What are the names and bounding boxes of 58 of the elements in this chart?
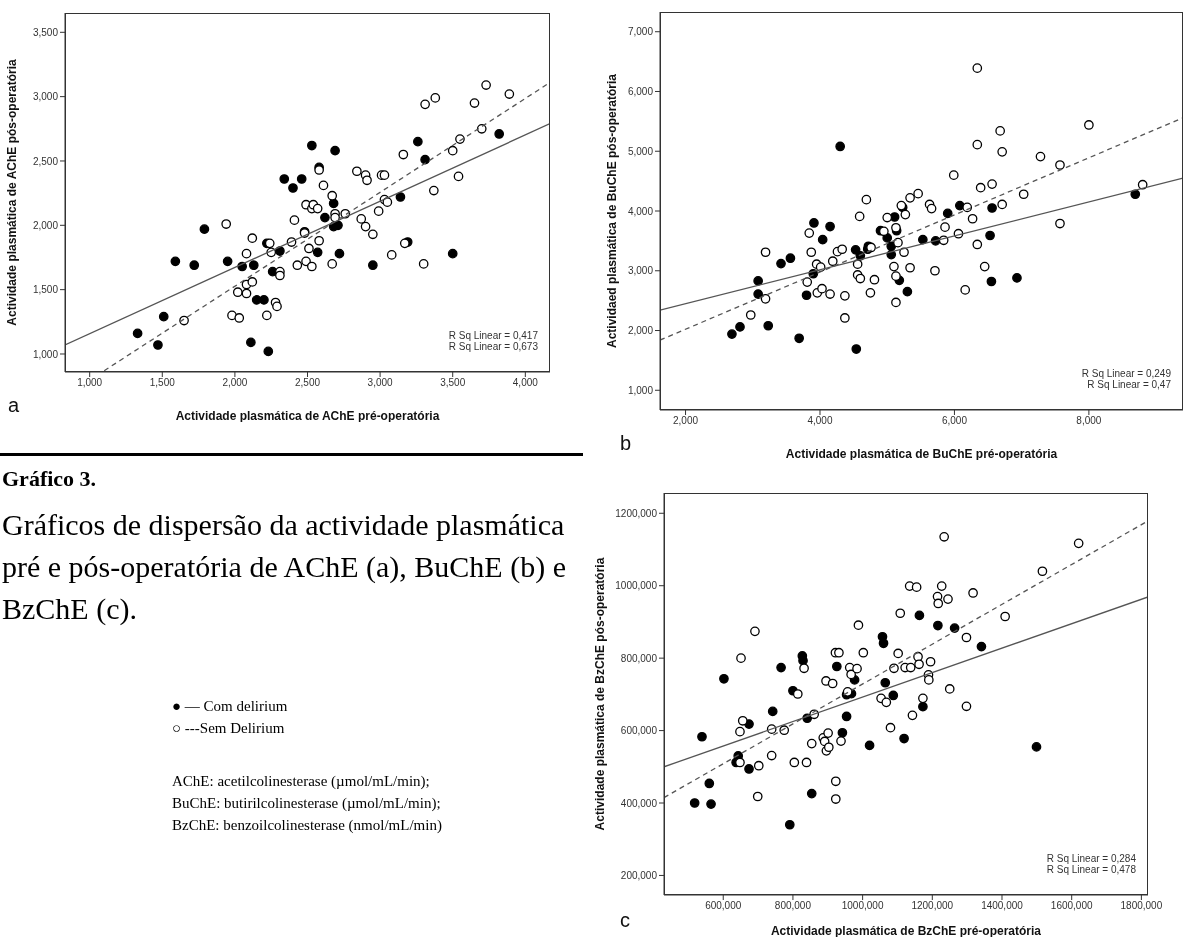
x-tick-label: 1000,000 xyxy=(841,900,884,912)
x-tick-label: 1,000 xyxy=(77,377,103,389)
annotation: R Sq Linear = 0,417 xyxy=(448,330,538,341)
y-tick-label: 2,000 xyxy=(627,325,654,337)
text: c xyxy=(620,909,630,932)
y-tick-label: 200,000 xyxy=(620,869,658,881)
y-tick-label: 400,000 xyxy=(620,797,658,809)
text: AChE: acetilcolinesterase (µmol/mL/min); xyxy=(172,773,430,790)
x-tick-label: 3,000 xyxy=(367,377,394,389)
x-tick-label: 6,000 xyxy=(941,415,968,427)
y-tick-label: 3,000 xyxy=(627,265,654,277)
y-tick-label: 6,000 xyxy=(627,86,654,98)
y-tick-label: 1,500 xyxy=(32,284,59,296)
text: a xyxy=(8,394,20,417)
text: ○ ---Sem Delirium xyxy=(172,720,285,737)
y-tick-label: 7,000 xyxy=(627,26,654,38)
x-tick-label: 2,000 xyxy=(673,415,699,427)
y-axis-title: Actividade plasmática de AChE pós-operatória xyxy=(5,59,20,326)
x-tick-label: 8,000 xyxy=(1076,415,1102,427)
x-axis-title: Actividade plasmática de AChE pré-operatória xyxy=(175,409,440,423)
annotation: R Sq Linear = 0,673 xyxy=(448,341,538,352)
x-tick-label: 4,000 xyxy=(807,415,833,427)
text: Gráfico 3. xyxy=(2,466,97,492)
y-tick-label: 2,500 xyxy=(32,155,59,167)
y-tick-label: 5,000 xyxy=(627,145,654,157)
x-tick-label: 2,500 xyxy=(294,377,321,389)
y-tick-label: 2,000 xyxy=(32,219,59,231)
y-tick-label: 3,000 xyxy=(32,91,59,103)
annotation: R Sq Linear = 0,47 xyxy=(1086,379,1171,390)
y-axis-title: Actividaed plasmática de BuChE pós-operatória xyxy=(605,73,620,349)
x-tick-label: 600,000 xyxy=(705,900,742,912)
y-axis-title: Actividade plasmática de BzChE pós-operatória xyxy=(593,557,608,831)
y-tick-label: 1000,000 xyxy=(615,580,658,592)
y-tick-label: 1,000 xyxy=(32,348,59,360)
text: ● — Com delirium xyxy=(172,698,288,715)
x-axis-title: Actividade plasmática de BzChE pré-operatória xyxy=(770,924,1042,938)
x-tick-label: 1800,000 xyxy=(1120,900,1163,912)
annotation: R Sq Linear = 0,249 xyxy=(1081,368,1171,379)
y-tick-label: 4,000 xyxy=(627,205,654,217)
y-tick-label: 800,000 xyxy=(620,652,658,664)
x-tick-label: 1,500 xyxy=(149,377,176,389)
x-axis-title: Actividade plasmática de BuChE pré-operatória xyxy=(785,447,1058,461)
text: BzChE: benzoilcolinesterase (nmol/mL/min) xyxy=(172,817,442,834)
text: Gráficos de dispersão da actividade plasmática pré e pós-operatória de AChE (a), BuChE (b) e BzChE (c). xyxy=(2,507,567,627)
x-tick-label: 1600,000 xyxy=(1050,900,1093,912)
x-tick-label: 800,000 xyxy=(774,900,812,912)
y-tick-label: 600,000 xyxy=(620,725,658,737)
annotation: R Sq Linear = 0,478 xyxy=(1046,864,1136,875)
x-tick-label: 3,500 xyxy=(440,377,466,389)
x-tick-label: 1400,000 xyxy=(981,900,1024,912)
x-tick-label: 4,000 xyxy=(512,377,539,389)
x-tick-label: 1200,000 xyxy=(911,900,954,912)
y-tick-label: 1200,000 xyxy=(615,507,658,519)
text: b xyxy=(620,432,632,455)
x-tick-label: 2,000 xyxy=(222,377,248,389)
text: BuChE: butirilcolinesterase (µmol/mL/min); xyxy=(172,795,441,812)
y-tick-label: 3,500 xyxy=(32,26,59,38)
annotation: R Sq Linear = 0,284 xyxy=(1046,853,1136,864)
